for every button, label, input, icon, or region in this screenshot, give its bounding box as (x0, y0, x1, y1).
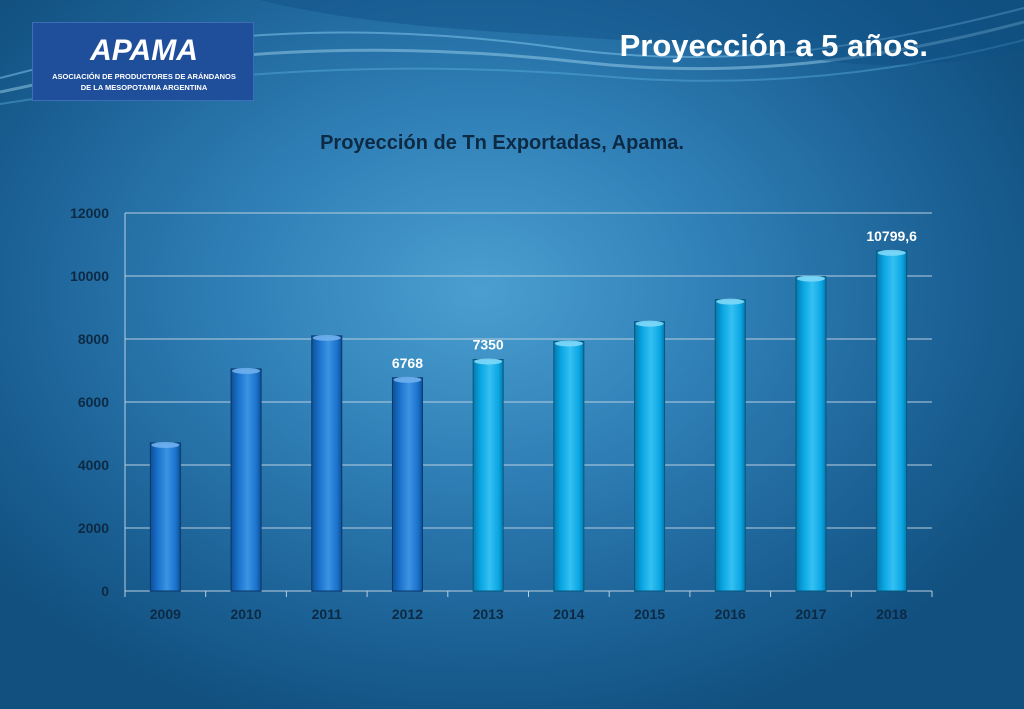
slide-title: Proyección a 5 años. (619, 28, 928, 63)
bar-cap-2013 (474, 358, 503, 365)
bar-cap-2012 (393, 376, 422, 383)
x-tick-label: 2012 (392, 606, 423, 622)
bar-2018 (876, 250, 908, 592)
bar-cap-2011 (312, 334, 341, 341)
x-tick-label: 2018 (876, 606, 907, 622)
bar-cap-2018 (877, 249, 906, 256)
bar-cap-2010 (232, 367, 261, 374)
data-label-2012: 6768 (392, 355, 423, 371)
y-tick-label: 12000 (70, 205, 109, 221)
logo-wordmark: APAMA (89, 34, 198, 67)
x-tick-label: 2016 (715, 606, 746, 622)
x-tick-label: 2011 (312, 606, 343, 622)
bar-2015 (634, 321, 666, 592)
y-tick-label: 0 (101, 583, 109, 599)
bar-2010 (230, 368, 262, 592)
bar-2016 (714, 299, 746, 592)
y-tick-label: 2000 (78, 520, 109, 536)
x-tick-label: 2009 (150, 606, 181, 622)
data-label-2013: 7350 (473, 336, 504, 352)
logo-subtitle-line2: DE LA MESOPOTAMIA ARGENTINA (81, 83, 208, 92)
x-tick-label: 2013 (473, 606, 504, 622)
bar-cap-2015 (635, 320, 664, 327)
y-tick-label: 4000 (78, 457, 109, 473)
chart-title: Proyección de Tn Exportadas, Apama. (320, 132, 684, 154)
bar-cap-2009 (151, 441, 180, 448)
data-label-2018: 10799,6 (866, 228, 917, 244)
y-tick-label: 10000 (70, 268, 109, 284)
y-tick-label: 8000 (78, 331, 109, 347)
x-tick-label: 2014 (553, 606, 584, 622)
bar-cap-2014 (554, 340, 583, 347)
bar-2017 (795, 276, 827, 592)
bar-2012 (391, 377, 423, 592)
x-tick-label: 2015 (634, 606, 665, 622)
x-tick-label: 2017 (795, 606, 826, 622)
x-tick-label: 2010 (230, 606, 261, 622)
logo-subtitle-line1: ASOCIACIÓN DE PRODUCTORES DE ARÁNDANOS (52, 72, 236, 81)
bar-2009 (149, 442, 181, 592)
apama-logo: APAMA ASOCIACIÓN DE PRODUCTORES DE ARÁND… (32, 22, 254, 101)
bar-2011 (311, 335, 343, 592)
y-tick-label: 6000 (78, 394, 109, 410)
bar-cap-2016 (716, 298, 745, 305)
bar-2013 (472, 358, 504, 592)
bar-cap-2017 (796, 275, 825, 282)
bar-2014 (553, 341, 585, 592)
